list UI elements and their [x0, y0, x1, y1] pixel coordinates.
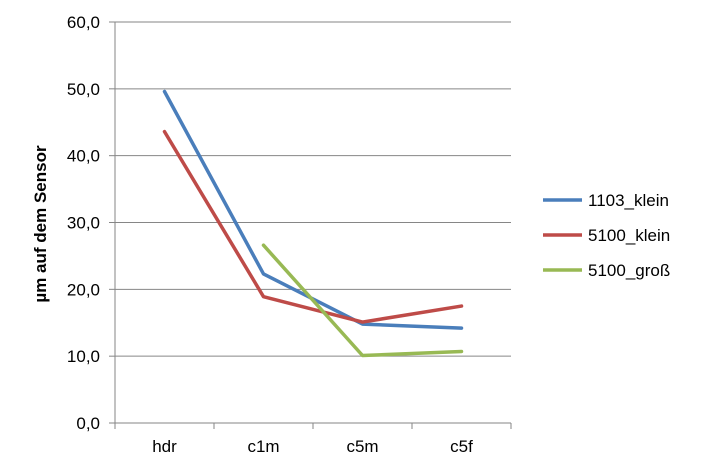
series-line — [162, 89, 464, 330]
x-tick-label: c5f — [450, 437, 473, 456]
x-tick-label: c5m — [346, 437, 378, 456]
y-tick-label: 0,0 — [76, 414, 100, 433]
y-tick-labels: 0,0 10,0 20,0 30,0 40,0 50,0 60,0 — [67, 13, 100, 433]
axes — [114, 22, 512, 429]
series-lines — [162, 89, 464, 358]
legend-label: 5100_groß — [588, 261, 670, 280]
y-tick-label: 10,0 — [67, 347, 100, 366]
y-axis-title: µm auf dem Sensor — [31, 145, 50, 303]
legend: 1103_klein 5100_klein 5100_groß — [543, 191, 670, 280]
series-line — [162, 129, 464, 324]
y-tick-label: 40,0 — [67, 147, 100, 166]
y-tick-label: 20,0 — [67, 280, 100, 299]
gridlines — [109, 21, 511, 424]
legend-label: 1103_klein — [588, 191, 669, 210]
x-tick-label: hdr — [152, 437, 177, 456]
x-tick-labels: hdr c1m c5m c5f — [152, 437, 473, 456]
y-tick-label: 50,0 — [67, 80, 100, 99]
legend-label: 5100_klein — [588, 226, 670, 245]
x-tick-label: c1m — [247, 437, 279, 456]
y-tick-label: 60,0 — [67, 13, 100, 32]
y-tick-label: 30,0 — [67, 214, 100, 233]
series-line — [261, 243, 464, 358]
